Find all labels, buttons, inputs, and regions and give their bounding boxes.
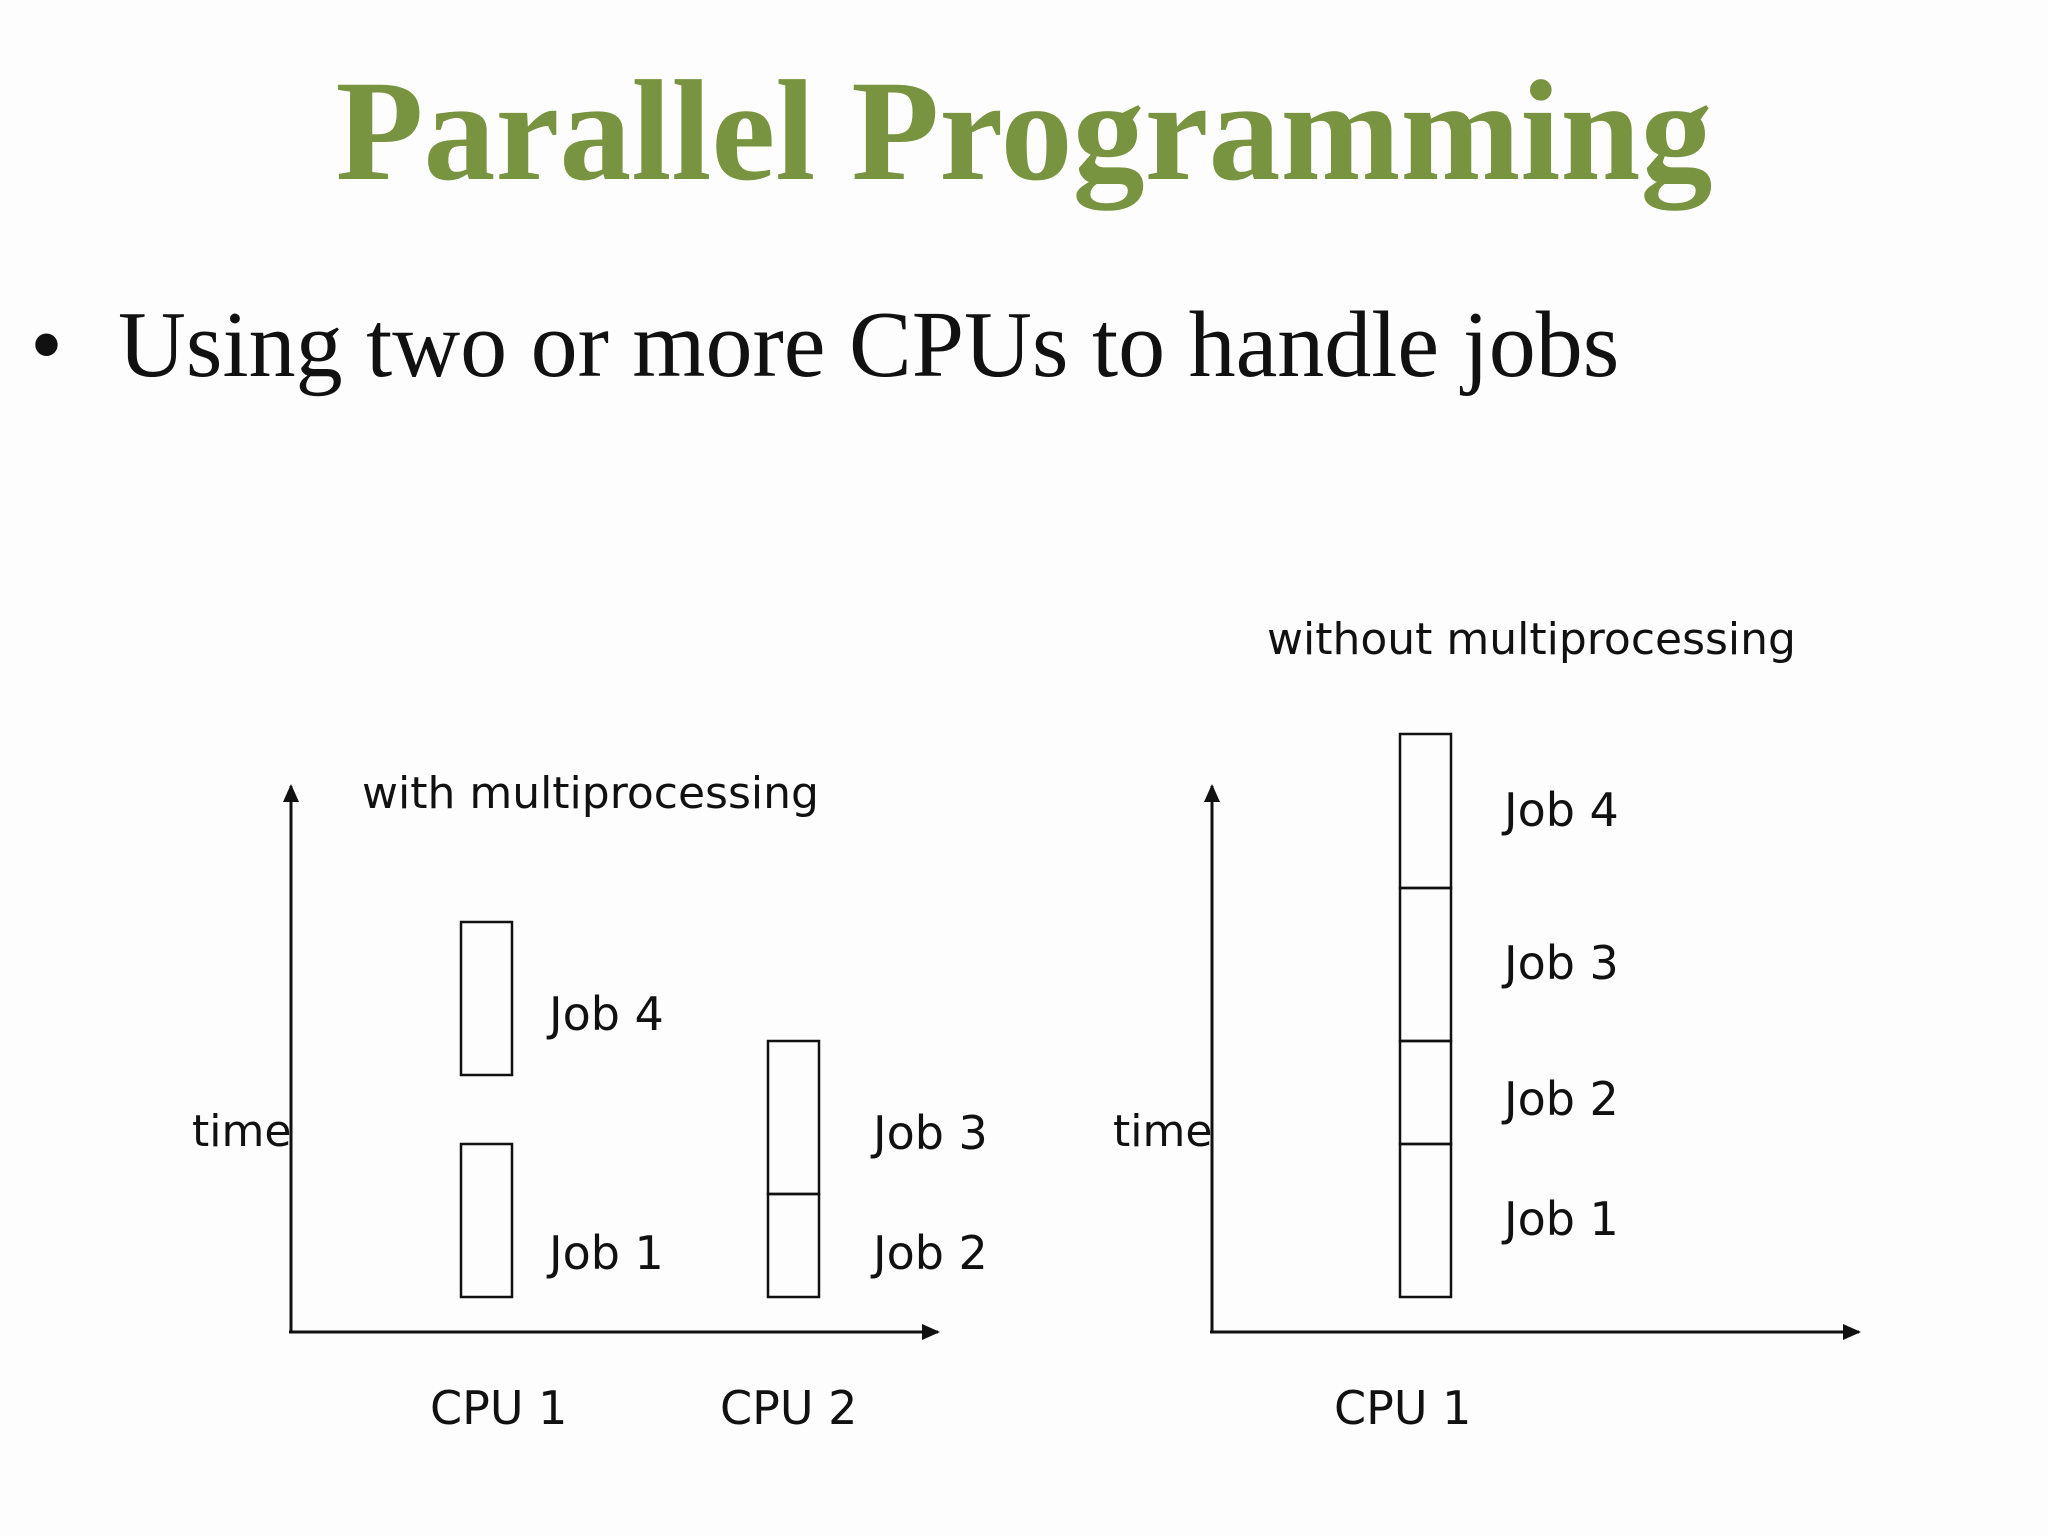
right-job4-box — [1398, 732, 1453, 890]
left-cpu2-job2-label: Job 2 — [870, 1226, 988, 1280]
right-job4-label: Job 4 — [1501, 783, 1619, 837]
left-cpu1-job1-label: Job 1 — [546, 1226, 664, 1280]
diagram-without-multiprocessing: without multiprocessing time Job 4 Job 3… — [1113, 614, 1861, 1435]
left-cpu2-job3-label: Job 3 — [870, 1106, 988, 1160]
right-job3-label: Job 3 — [1501, 936, 1619, 990]
left-cpu1-job4-label: Job 4 — [546, 987, 664, 1041]
diagram-right-caption: without multiprocessing — [1267, 614, 1796, 665]
right-job2-label: Job 2 — [1501, 1072, 1619, 1126]
left-cpu2-label: CPU 2 — [720, 1381, 857, 1435]
bullet-item: • Using two or more CPUs to handle jobs — [30, 290, 1619, 400]
left-cpu1-job4-box — [459, 920, 514, 1077]
diagram-with-multiprocessing: with multiprocessing time Job 4 Job 1 Jo… — [192, 768, 988, 1435]
left-cpu2-job2-box — [766, 1192, 821, 1299]
right-job1-box — [1398, 1142, 1453, 1299]
bullet-text: Using two or more CPUs to handle jobs — [118, 293, 1620, 397]
diagram-left-caption: with multiprocessing — [362, 768, 819, 819]
left-cpu1-label: CPU 1 — [430, 1381, 567, 1435]
right-job3-box — [1398, 886, 1453, 1043]
right-job2-box — [1398, 1039, 1453, 1146]
left-cpu2-job3-box — [766, 1039, 821, 1196]
left-y-axis-label: time — [192, 1106, 291, 1157]
bullet-dot-icon: • — [30, 293, 63, 397]
right-cpu1-label: CPU 1 — [1334, 1381, 1471, 1435]
slide-title: Parallel Programming — [335, 52, 1713, 211]
right-job1-label: Job 1 — [1501, 1192, 1619, 1246]
right-y-axis-label: time — [1113, 1106, 1212, 1157]
left-cpu1-job1-box — [459, 1142, 514, 1299]
